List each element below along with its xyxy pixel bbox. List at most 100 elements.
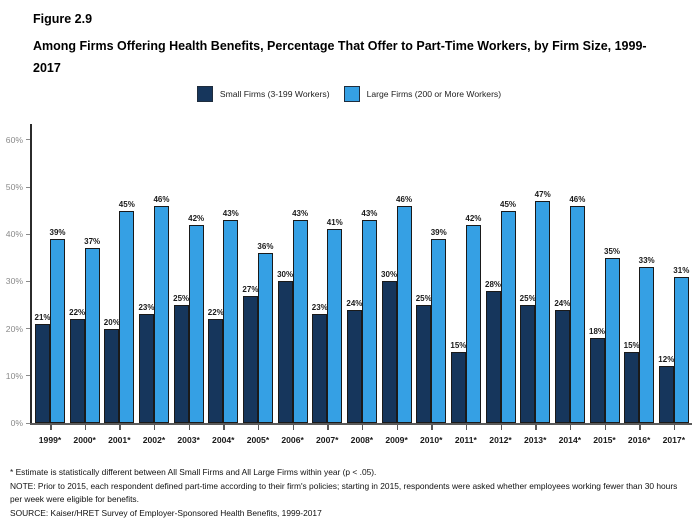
bar-value-label: 23% [311,303,328,313]
bar-group-2011: 15% 42% 2011* [450,124,482,445]
x-axis-tick [396,425,399,430]
bar-wrap: 37% [84,124,100,423]
bar-large-2016 [639,267,655,423]
x-axis-label: 2006* [281,435,304,445]
x-axis-tick [153,425,156,430]
x-axis-label: 2010* [419,435,443,445]
x-axis-label: 2007* [316,435,339,445]
bar-wrap: 22% [208,124,224,423]
y-axis-tick [26,422,30,424]
bar-wrap: 42% [188,124,205,423]
bar-large-2006 [292,220,308,423]
bar-small-2011 [450,352,466,423]
x-axis-label: 2001* [108,435,131,445]
bar-large-2010 [431,238,447,423]
y-axis-tick [26,139,30,141]
bar-value-label: 24% [554,298,571,308]
bar-group-2012: 28% 45% 2012* [485,124,516,445]
bar-value-label: 39% [49,227,66,237]
bar-large-2002 [153,205,169,423]
bar-wrap: 30% [277,124,293,423]
bar-wrap: 45% [118,124,135,423]
bar-value-label: 43% [361,209,378,219]
bar-small-2005 [242,295,258,423]
bar-group-1999: 21% 39% 1999* [34,124,66,445]
bar-value-label: 46% [396,194,413,204]
figure-header: Figure 2.9 Among Firms Offering Health B… [33,12,653,79]
bar-wrap: 39% [430,124,447,423]
bar-value-label: 39% [430,227,447,237]
bar-group-2010: 25% 39% 2010* [416,124,447,445]
bar-small-2015 [589,338,605,423]
y-axis-tick-label: 40% [5,229,23,240]
bar-small-2014 [554,309,570,423]
bar-small-2010 [416,305,432,423]
small-firms-swatch-icon [196,86,213,102]
x-axis-tick [188,425,191,430]
x-axis-tick [119,425,121,430]
x-axis-tick [223,425,225,430]
bar-small-2013 [520,305,536,423]
x-axis-tick [327,425,329,430]
bar-value-label: 43% [222,209,239,219]
y-axis-tick [26,280,30,282]
bar-group-2007: 23% 41% 2007* [311,124,343,445]
x-axis-tick [431,425,433,430]
bar-small-2006 [277,281,293,423]
bar-large-1999 [50,238,65,423]
y-axis-tick-label: 50% [5,182,23,192]
x-axis-tick [569,425,572,430]
bar-value-label: 42% [465,213,482,223]
x-axis-tick [84,425,87,430]
bar-group-2017: 12% 31% 2017* [658,124,689,445]
bar-value-label: 20% [103,317,120,327]
bar-wrap: 28% [485,124,501,423]
chart-legend: Small Firms (3-199 Workers) Large Firms … [0,86,698,102]
y-axis-tick [26,328,30,330]
x-axis-label: 1999* [38,435,62,445]
bar-group-2006: 30% 43% 2006* [277,124,308,445]
bar-value-label: 46% [569,194,586,204]
bar-value-label: 42% [188,213,205,223]
figure-title: Among Firms Offering Health Benefits, Pe… [33,39,647,75]
bar-value-label: 21% [34,312,51,322]
bar-value-label: 47% [534,190,551,200]
bar-value-label: 45% [118,199,135,209]
figure-number: Figure 2.9 [33,12,93,26]
bar-large-2014 [569,205,585,423]
bar-small-2012 [485,290,501,423]
bar-wrap: 22% [69,124,85,423]
bar-small-2000 [69,319,85,423]
x-axis-label: 2004* [212,435,235,445]
x-axis-label: 2012* [489,435,512,445]
plot-area: 21% 39% 1999* 22% 37% 2000* 20% 45% 2001* 23% 46% 2… [32,124,692,445]
bar-small-2007 [312,314,328,423]
bar-large-2017 [673,276,689,423]
bar-wrap: 12% [658,124,674,423]
legend-item-large-firms: Large Firms (200 or More Workers) [343,86,501,102]
bar-small-2003 [173,305,189,423]
bar-value-label: 23% [138,303,155,313]
x-axis-label: 2013* [523,435,547,445]
y-axis-tick [26,233,30,235]
y-axis-tick [26,186,30,188]
x-axis-label: 2011* [454,435,477,445]
bar-group-2009: 30% 46% 2009* [381,124,413,445]
x-axis-tick [639,425,641,430]
bar-large-2015 [604,257,620,423]
bar-wrap: 23% [138,124,155,423]
bar-group-2013: 25% 47% 2013* [519,124,551,445]
bar-small-2008 [346,309,362,423]
bar-value-label: 30% [381,270,398,280]
bar-value-label: 25% [173,294,190,303]
bar-wrap: 41% [327,124,343,423]
bar-group-2004: 22% 43% 2004* [208,124,239,445]
y-axis-tick-label: 20% [5,323,23,334]
bar-wrap: 24% [346,124,362,423]
footnote-estimate: * Estimate is statistically different be… [10,467,377,477]
bar-value-label: 25% [519,294,536,303]
y-axis-tick-label: 10% [5,370,23,381]
x-axis-label: 2005* [246,435,270,445]
footnote-note: NOTE: Prior to 2015, each respondent def… [10,480,678,505]
x-axis-label: 2015* [593,435,616,445]
